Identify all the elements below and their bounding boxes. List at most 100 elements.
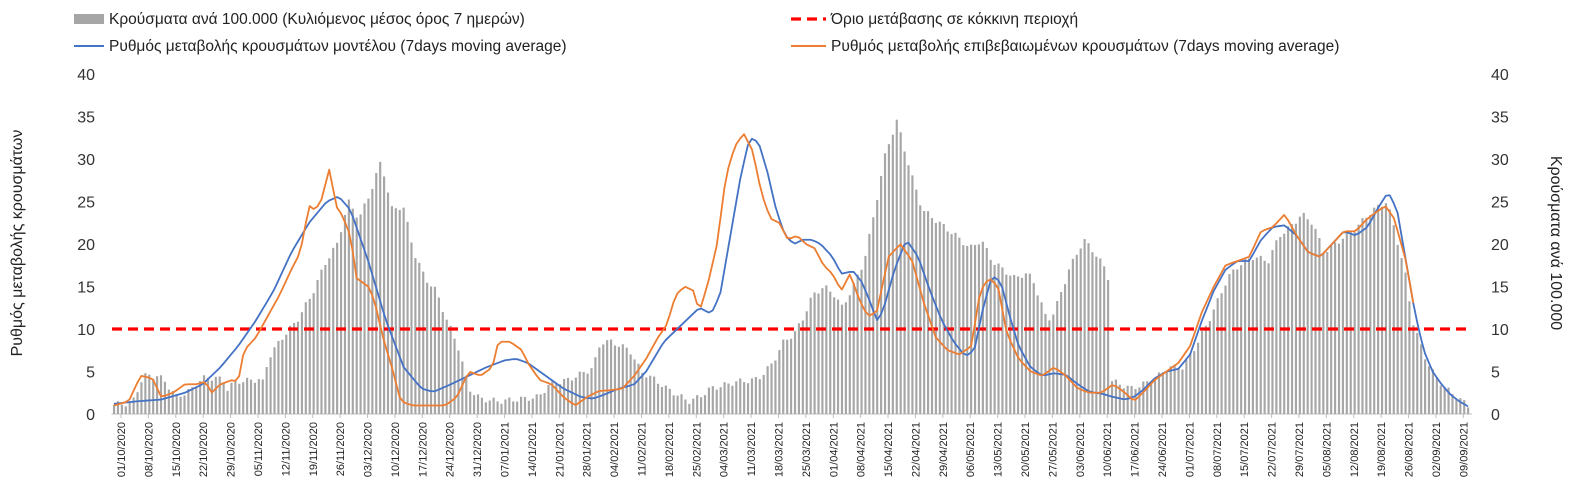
bar bbox=[1032, 283, 1035, 414]
bar bbox=[1138, 387, 1141, 414]
bar bbox=[1157, 372, 1161, 414]
bar bbox=[1377, 204, 1380, 414]
bar bbox=[621, 344, 624, 414]
bar bbox=[1263, 260, 1266, 414]
legend-label-threshold: Όριο μετάβασης σε κόκκινη περιοχή bbox=[830, 11, 1078, 28]
x-tick-label: 02/09/2021 bbox=[1431, 422, 1443, 477]
bar bbox=[1079, 248, 1082, 414]
bar bbox=[680, 394, 683, 414]
x-tick-label: 29/04/2021 bbox=[938, 422, 950, 477]
x-tick-label: 14/01/2021 bbox=[527, 422, 539, 477]
bar bbox=[230, 382, 233, 414]
bar bbox=[938, 221, 941, 414]
bar bbox=[449, 325, 452, 414]
bar bbox=[293, 322, 296, 414]
y-right-tick-label: 25 bbox=[1491, 195, 1509, 212]
x-tick-label: 13/05/2021 bbox=[993, 422, 1005, 477]
bar bbox=[363, 203, 366, 414]
y-left-tick-label: 15 bbox=[77, 280, 95, 297]
bar bbox=[508, 397, 511, 414]
bar bbox=[555, 384, 558, 414]
bar bbox=[797, 323, 800, 414]
bar bbox=[476, 394, 480, 414]
x-tick-label: 07/01/2021 bbox=[500, 422, 512, 477]
bar bbox=[1443, 387, 1446, 414]
bar bbox=[1365, 217, 1368, 414]
bar bbox=[1153, 379, 1157, 414]
x-tick-label: 17/06/2021 bbox=[1130, 422, 1142, 477]
bar bbox=[840, 304, 844, 414]
bar bbox=[688, 403, 691, 414]
bar bbox=[504, 399, 507, 414]
bar bbox=[112, 404, 116, 414]
bar bbox=[1451, 394, 1454, 414]
bar bbox=[1220, 293, 1223, 414]
x-tick-label: 25/02/2021 bbox=[691, 422, 703, 477]
bar bbox=[543, 392, 546, 414]
y-right-tick-label: 35 bbox=[1491, 110, 1509, 127]
bar bbox=[703, 395, 707, 414]
bar bbox=[1243, 258, 1247, 414]
bar bbox=[1467, 407, 1470, 414]
bar bbox=[1224, 285, 1227, 414]
x-tick-label: 10/06/2021 bbox=[1102, 422, 1114, 477]
bar bbox=[1349, 231, 1352, 414]
bar bbox=[1173, 364, 1176, 414]
bar bbox=[167, 389, 170, 414]
bar bbox=[1361, 218, 1364, 414]
x-tick-label: 04/02/2021 bbox=[609, 422, 621, 477]
x-tick-label: 09/09/2021 bbox=[1458, 422, 1470, 477]
bar bbox=[124, 406, 127, 414]
bar bbox=[500, 403, 503, 414]
bar bbox=[1103, 266, 1106, 414]
bar bbox=[1424, 359, 1427, 414]
bar bbox=[958, 237, 961, 414]
bar bbox=[1251, 260, 1254, 414]
x-axis: 01/10/2020 08/10/2020 15/10/2020 22/10/2020… bbox=[116, 414, 1470, 477]
bar bbox=[786, 339, 789, 414]
bar bbox=[1337, 243, 1341, 414]
bar bbox=[429, 286, 433, 414]
x-tick-label: 22/10/2020 bbox=[198, 422, 210, 477]
x-tick-label: 08/07/2021 bbox=[1212, 422, 1224, 477]
bar bbox=[281, 339, 284, 414]
bar bbox=[328, 258, 331, 414]
bar bbox=[1036, 295, 1039, 414]
bar bbox=[242, 382, 245, 414]
bar bbox=[144, 373, 147, 414]
bar bbox=[414, 258, 417, 414]
bar bbox=[1228, 274, 1231, 414]
y-left-tick-label: 25 bbox=[77, 195, 95, 212]
bar bbox=[625, 347, 628, 414]
bar bbox=[735, 381, 738, 414]
bar bbox=[1247, 258, 1251, 414]
bar bbox=[402, 207, 405, 414]
bar bbox=[793, 331, 797, 414]
bar bbox=[997, 263, 1000, 414]
bar bbox=[253, 382, 257, 414]
y-right-tick-label: 40 bbox=[1491, 67, 1509, 84]
bar bbox=[179, 396, 182, 414]
bar bbox=[1177, 368, 1180, 414]
bar bbox=[136, 392, 139, 414]
bar bbox=[214, 376, 217, 414]
bar bbox=[461, 361, 464, 414]
x-tick-label: 08/10/2020 bbox=[143, 422, 155, 477]
bar bbox=[1169, 366, 1172, 414]
bar bbox=[723, 382, 726, 414]
x-tick-label: 05/08/2021 bbox=[1321, 422, 1333, 477]
bar bbox=[426, 282, 429, 414]
bar bbox=[664, 385, 667, 414]
bar bbox=[1404, 272, 1407, 414]
bar bbox=[355, 217, 358, 414]
x-tick-label: 03/06/2021 bbox=[1075, 422, 1087, 477]
bar bbox=[422, 271, 425, 414]
bar bbox=[656, 383, 660, 414]
bar bbox=[731, 385, 734, 414]
bar bbox=[1459, 398, 1462, 414]
bar bbox=[1255, 257, 1258, 414]
bar bbox=[1216, 298, 1219, 414]
bar bbox=[1063, 284, 1067, 414]
bar bbox=[1439, 385, 1442, 414]
bar bbox=[1165, 371, 1168, 414]
